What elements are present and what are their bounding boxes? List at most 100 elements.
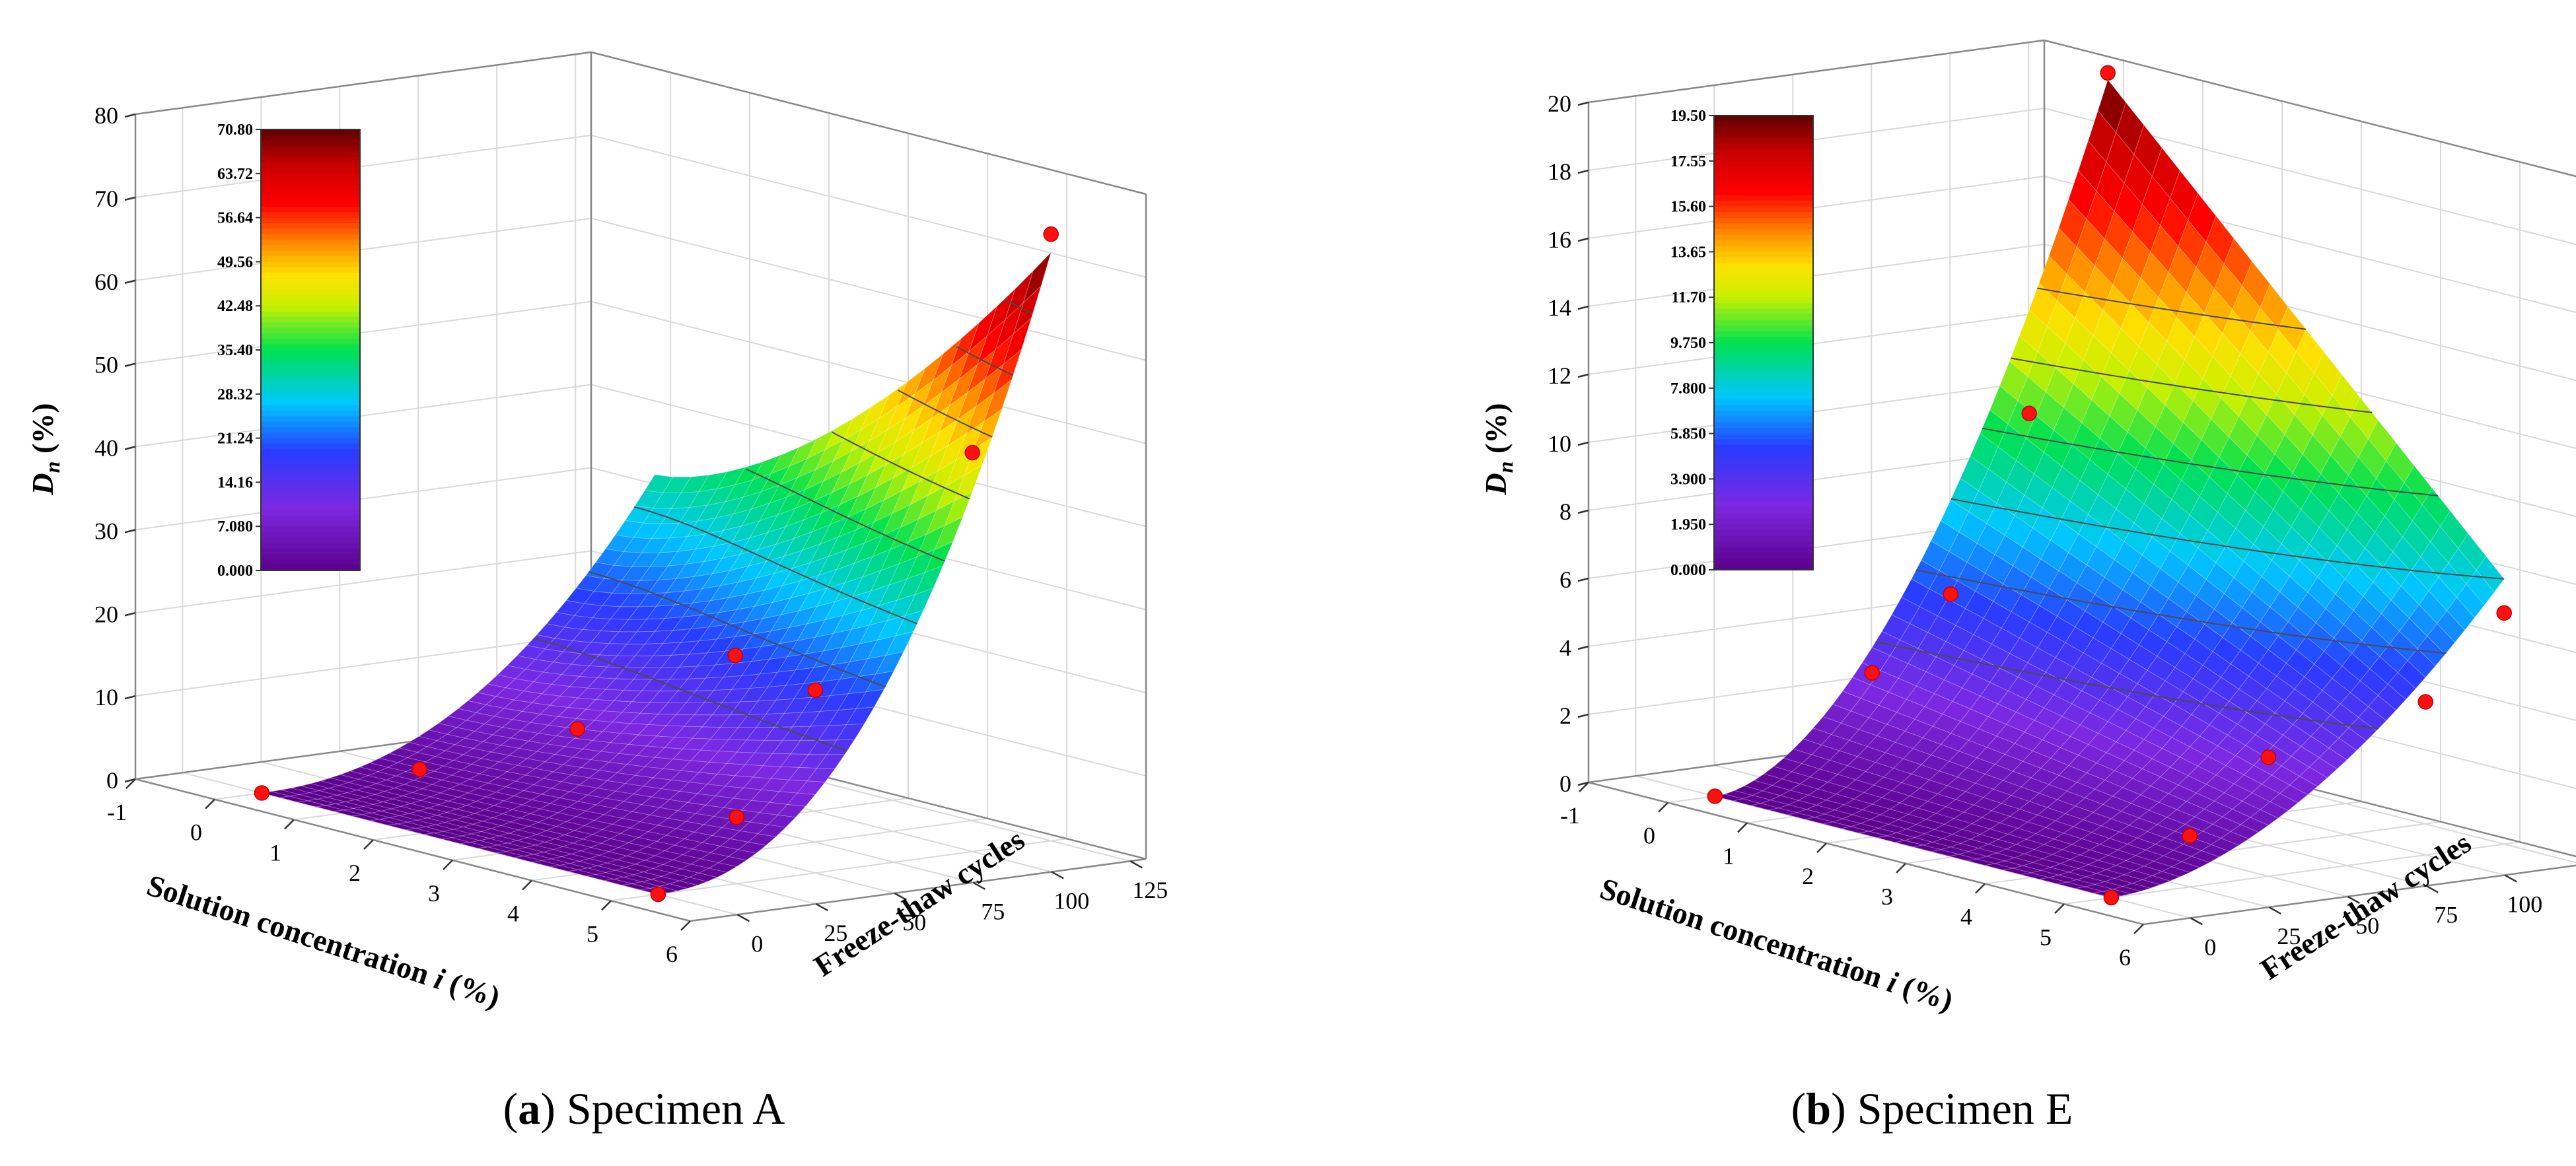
colorbar-band — [261, 565, 360, 571]
colorbar-band — [1714, 547, 1813, 554]
colorbar-band — [261, 289, 360, 296]
colorbar-band — [1714, 302, 1813, 310]
data-point-b-2 — [1943, 586, 1959, 602]
colorbar-band — [261, 388, 360, 395]
x-tick-a-2 — [284, 819, 295, 830]
x-tick-label-b-7: 6 — [2119, 944, 2131, 971]
frame-edge-a-3 — [135, 51, 592, 116]
colorbar-band — [1714, 178, 1813, 185]
z-tick-a-1 — [124, 695, 136, 700]
colorbar-band — [1714, 337, 1813, 343]
colorbar-band — [1714, 314, 1813, 321]
colorbar-band — [1714, 444, 1813, 452]
colorbar-band — [1714, 405, 1813, 412]
x-tick-a-7 — [680, 920, 691, 931]
z-tick-label-b-6: 12 — [1548, 362, 1571, 389]
frame-edge-a-4 — [590, 51, 1147, 195]
colorbar-band — [261, 261, 360, 268]
contour-line-b-2 — [1950, 498, 2505, 580]
colorbar-band — [261, 543, 360, 549]
colorbar-band — [1714, 467, 1813, 474]
z-tick-a-2 — [124, 612, 136, 617]
colorbar-band — [1714, 189, 1813, 196]
colorbar-tick-label-a-7: 21.24 — [217, 430, 253, 448]
chart-panel-a: 0 10 20 30 40 50 60 70 80 -1 0 1 2 3 4 5 6 0 25 50 75 100 125 7… — [26, 51, 1168, 1134]
colorbar-band — [261, 553, 360, 561]
colorbar-band — [1714, 172, 1813, 179]
colorbar-band — [261, 355, 360, 362]
colorbar-band — [1714, 320, 1813, 327]
data-point-a-3 — [727, 648, 744, 664]
colorbar-band — [1714, 513, 1813, 520]
colorbar-band — [1714, 195, 1813, 201]
colorbar-band — [1714, 252, 1813, 258]
z-tick-b-9 — [1577, 169, 1589, 174]
colorbar-band — [1714, 541, 1813, 548]
x-tick-label-a-1: 0 — [190, 819, 202, 846]
x-tick-label-b-4: 3 — [1881, 883, 1893, 910]
surface-cell — [644, 474, 674, 493]
x-tick-label-b-6: 5 — [2040, 924, 2052, 950]
z-tick-label-a-3: 30 — [94, 518, 118, 544]
colorbar-band — [261, 460, 360, 467]
x-axis-title-unit: (%) — [439, 964, 505, 1014]
y-tick-a-4 — [1051, 871, 1064, 879]
colorbar-band — [261, 372, 360, 378]
x-tick-label-a-3: 2 — [349, 860, 361, 886]
surface-chart-b: 02468101214161820-1012345602550751001251… — [1479, 39, 2576, 1017]
z-tick-label-b-8: 16 — [1548, 226, 1571, 253]
y-tick-a-3 — [972, 881, 985, 890]
y-tick-label-a-3: 75 — [981, 899, 1005, 925]
contour-line-a-7 — [1004, 298, 1033, 315]
colorbar-band — [261, 504, 360, 511]
colorbar-band — [1714, 462, 1813, 469]
colorbar-tick-label-b-5: 9.750 — [1670, 335, 1706, 352]
colorbar-band — [1714, 411, 1813, 417]
colorbar-tick-label-a-6: 28.32 — [217, 386, 253, 403]
y-tick-label-a-0: 0 — [751, 930, 763, 957]
colorbar-band — [261, 184, 360, 191]
contour-line-b-5 — [2037, 287, 2307, 330]
colorbar-band — [261, 350, 360, 357]
colorbar-band — [1714, 501, 1813, 508]
colorbar-band — [261, 311, 360, 318]
colorbar-band — [261, 520, 360, 528]
data-point-a-0 — [254, 785, 270, 801]
data-point-b-0 — [1707, 788, 1723, 804]
x-tick-b-2 — [1737, 822, 1748, 833]
data-point-b-7 — [2260, 749, 2277, 765]
contour-line-a-6 — [956, 346, 1014, 376]
colorbar-band — [261, 129, 360, 136]
colorbar-band — [1714, 184, 1813, 190]
contour-line-a-2 — [633, 506, 917, 625]
y-tick-label-b-3: 75 — [2434, 902, 2458, 928]
colorbar-band — [261, 559, 360, 566]
colorbar-band — [261, 383, 360, 390]
colorbar-tick-label-a-1: 63.72 — [217, 166, 253, 183]
colorbar-band — [261, 223, 360, 230]
colorbar-tick-label-a-10: 0.000 — [217, 563, 253, 580]
colorbar-band — [261, 510, 360, 516]
x-tick-b-0 — [1579, 782, 1589, 792]
colorbar-band — [1714, 524, 1813, 531]
colorbar-band — [1714, 132, 1813, 139]
caption-b-text: Specimen E — [1857, 1083, 2073, 1134]
colorbar-band — [261, 322, 360, 329]
colorbar-band — [1714, 564, 1813, 570]
x-tick-b-5 — [1975, 883, 1986, 894]
colorbar-band — [1714, 138, 1813, 145]
colorbar-band — [1714, 490, 1813, 497]
colorbar-band — [261, 140, 360, 147]
caption-a: (a) Specimen A — [503, 1083, 785, 1134]
colorbar-band — [261, 250, 360, 257]
z-tick-b-4 — [1577, 509, 1589, 514]
colorbar-band — [261, 344, 360, 351]
colorbar-band — [1714, 121, 1813, 128]
x-tick-label-a-5: 4 — [507, 901, 519, 927]
y-tick-label-a-4: 100 — [1054, 887, 1089, 914]
colorbar-band — [1714, 518, 1813, 526]
colorbar-band — [1714, 485, 1813, 491]
surface-cell — [2151, 147, 2180, 199]
colorbar-band — [1714, 359, 1813, 366]
x-axis-title-a: Solution concentration i (%) — [143, 868, 504, 1014]
